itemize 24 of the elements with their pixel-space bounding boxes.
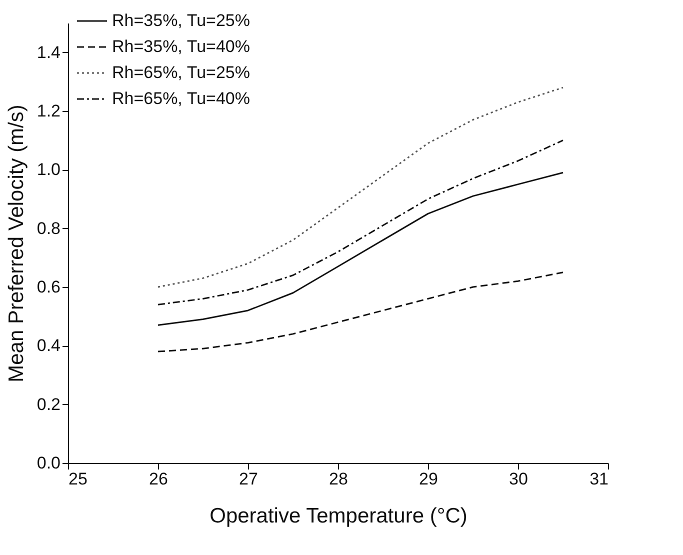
legend-label: Rh=65%, Tu=40% bbox=[112, 89, 250, 108]
y-tick-label: 0.4 bbox=[36, 336, 60, 356]
legend-label: Rh=35%, Tu=25% bbox=[112, 11, 250, 30]
x-axis-title: Operative Temperature (°C) bbox=[210, 504, 468, 528]
x-tick-label: 31 bbox=[590, 470, 608, 488]
y-tick-label: 1.0 bbox=[36, 160, 60, 180]
line-series bbox=[157, 140, 564, 306]
x-tick-label: 29 bbox=[419, 470, 438, 488]
legend-label: Rh=35%, Tu=40% bbox=[112, 37, 250, 56]
y-axis-title: Mean Preferred Velocity (m/s) bbox=[4, 104, 28, 382]
y-tick-label: 0.8 bbox=[36, 218, 60, 238]
legend-label: Rh=65%, Tu=25% bbox=[112, 63, 250, 82]
x-tick-label: 25 bbox=[68, 470, 88, 488]
x-tick-label: 30 bbox=[509, 470, 528, 488]
line-series bbox=[157, 272, 564, 352]
y-tick-label: 0.6 bbox=[36, 278, 60, 296]
y-tick-label: 0.2 bbox=[36, 394, 60, 414]
x-tick-label: 28 bbox=[329, 470, 348, 488]
y-tick-label: 1.4 bbox=[36, 42, 60, 62]
y-tick-label: 0.0 bbox=[36, 454, 60, 472]
y-tick-label: 1.2 bbox=[36, 102, 60, 120]
x-tick-label: 27 bbox=[239, 470, 258, 488]
line-series bbox=[157, 172, 564, 326]
x-tick-label: 26 bbox=[149, 470, 168, 488]
